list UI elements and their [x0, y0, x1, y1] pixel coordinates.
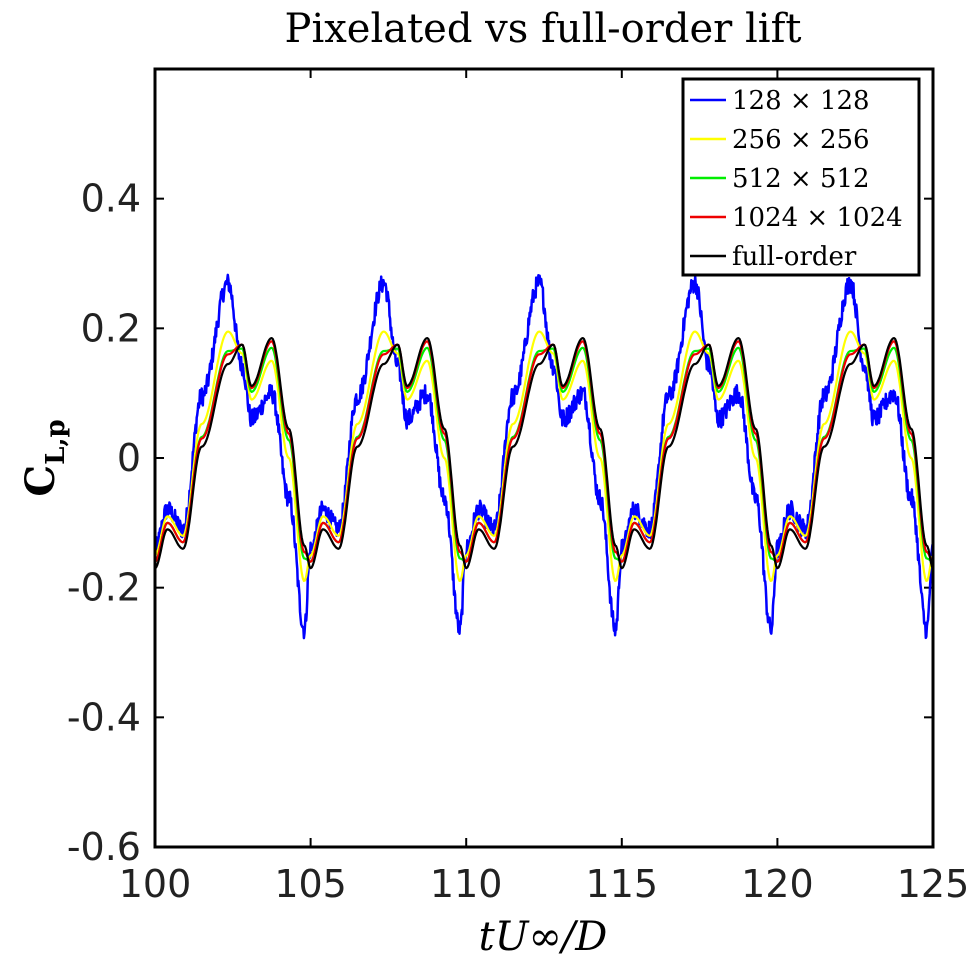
plot-frame — [153, 67, 935, 849]
y-axis-ticks: -0.6 -0.4 -0.2 0 0.2 0.4 — [67, 177, 933, 869]
y-tick-label: 0.4 — [81, 177, 141, 221]
y-tick-label: 0 — [117, 436, 141, 480]
x-tick-label: 110 — [430, 862, 503, 906]
x-axis-ticks: 100 105 110 115 120 125 — [119, 69, 970, 906]
chart-title: Pixelated vs full-order lift — [285, 6, 802, 52]
y-tick-label: -0.6 — [67, 825, 141, 869]
y-tick-label: 0.2 — [81, 306, 141, 350]
y-axis-label-sub: L,p — [41, 419, 71, 465]
x-axis-label: tU∞/D — [479, 914, 608, 960]
y-axis-label: CL,p — [17, 419, 71, 496]
x-tick-label: 120 — [741, 862, 814, 906]
x-tick-label: 105 — [274, 862, 347, 906]
series-lines — [155, 273, 933, 640]
legend-label: 256 × 256 — [732, 125, 870, 155]
x-tick-label: 125 — [897, 862, 970, 906]
x-tick-label: 115 — [586, 862, 659, 906]
y-tick-label: -0.4 — [67, 695, 141, 739]
legend-label: full-order — [732, 242, 857, 272]
x-tick-label: 100 — [119, 862, 192, 906]
series-line-4 — [155, 337, 933, 570]
series-line-0 — [155, 273, 933, 640]
series-line-1 — [155, 330, 933, 583]
legend-label: 1024 × 1024 — [732, 203, 903, 233]
y-tick-label: -0.2 — [67, 566, 141, 610]
legend: 128 × 128 256 × 256 512 × 512 1024 × 1024 fu… — [681, 77, 921, 277]
legend-label: 512 × 512 — [732, 164, 870, 194]
y-axis-label-main: C — [17, 465, 64, 497]
legend-label: 128 × 128 — [732, 86, 870, 116]
